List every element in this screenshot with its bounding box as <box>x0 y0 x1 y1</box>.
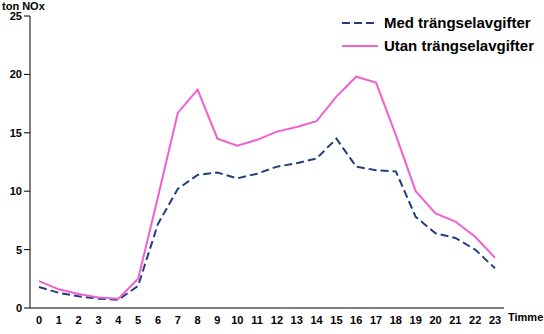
svg-text:5: 5 <box>135 314 141 326</box>
svg-text:25: 25 <box>9 9 22 22</box>
svg-text:5: 5 <box>16 244 22 256</box>
svg-text:14: 14 <box>310 314 323 326</box>
svg-text:15: 15 <box>10 127 22 139</box>
svg-text:10: 10 <box>10 185 22 197</box>
svg-text:11: 11 <box>251 314 263 326</box>
svg-text:16: 16 <box>350 314 362 326</box>
html-text:Utan trängselavgifter: Utan trängselavgifter <box>384 37 534 54</box>
svg-text:8: 8 <box>195 314 201 326</box>
html-text:Med trängselavgifter: Med trängselavgifter <box>384 14 531 31</box>
svg-text:7: 7 <box>175 314 181 326</box>
svg-text:23: 23 <box>489 314 501 326</box>
svg-text:20: 20 <box>10 68 22 80</box>
svg-text:3: 3 <box>95 314 101 326</box>
svg-text:13: 13 <box>291 314 303 326</box>
svg-text:9: 9 <box>214 314 220 326</box>
svg-text:19: 19 <box>410 314 422 326</box>
svg-text:17: 17 <box>370 314 382 326</box>
svg-text:2: 2 <box>76 314 82 326</box>
svg-text:20: 20 <box>429 314 441 326</box>
svg-text:1: 1 <box>56 314 62 326</box>
html-text:ton NOx: ton NOx <box>2 0 45 12</box>
svg-text:10: 10 <box>231 314 243 326</box>
svg-text:4: 4 <box>115 314 122 326</box>
svg-text:0: 0 <box>16 302 22 314</box>
svg-text:15: 15 <box>330 314 342 326</box>
svg-text:12: 12 <box>271 314 283 326</box>
svg-text:6: 6 <box>155 314 161 326</box>
svg-text:21: 21 <box>449 314 461 326</box>
svg-text:18: 18 <box>390 314 402 326</box>
svg-text:22: 22 <box>469 314 481 326</box>
svg-text:0: 0 <box>36 314 42 326</box>
html-text:Timme: Timme <box>508 311 544 323</box>
